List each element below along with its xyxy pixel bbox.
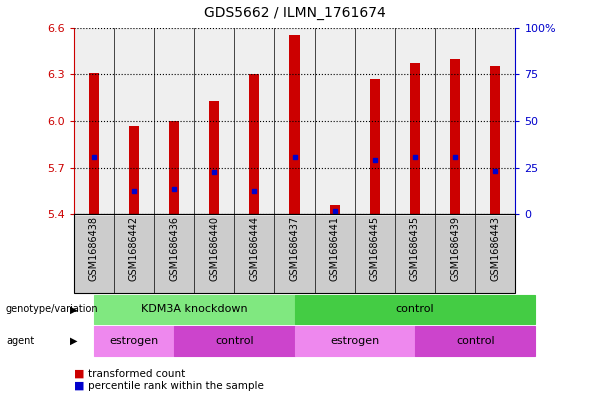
Bar [274,28,315,214]
Bar [234,28,274,214]
Text: transformed count: transformed count [88,369,186,379]
Bar [370,79,380,214]
Text: ▶: ▶ [70,336,77,346]
Bar [129,125,139,214]
Bar [154,28,194,214]
Text: ■: ■ [74,381,84,391]
Bar [435,28,475,214]
Bar [194,28,234,214]
Bar [114,28,154,214]
Text: agent: agent [6,336,34,346]
Text: genotype/variation: genotype/variation [6,305,98,314]
Bar [410,63,420,214]
Bar [289,35,300,214]
Text: ■: ■ [74,369,84,379]
Bar [450,59,460,214]
Bar [89,73,99,214]
Text: control: control [456,336,495,346]
Bar [490,66,500,214]
Bar [355,28,395,214]
Bar [209,101,219,214]
Text: GDS5662 / ILMN_1761674: GDS5662 / ILMN_1761674 [204,6,385,20]
Bar [169,121,179,214]
Bar [74,28,114,214]
Text: percentile rank within the sample: percentile rank within the sample [88,381,264,391]
Text: estrogen: estrogen [330,336,379,346]
Bar [475,28,515,214]
Text: ▶: ▶ [70,305,77,314]
Text: KDM3A knockdown: KDM3A knockdown [141,305,247,314]
Text: control: control [396,305,434,314]
Text: estrogen: estrogen [109,336,158,346]
Bar [395,28,435,214]
Bar [249,74,259,214]
Bar [330,205,340,214]
Text: control: control [215,336,254,346]
Bar [315,28,355,214]
